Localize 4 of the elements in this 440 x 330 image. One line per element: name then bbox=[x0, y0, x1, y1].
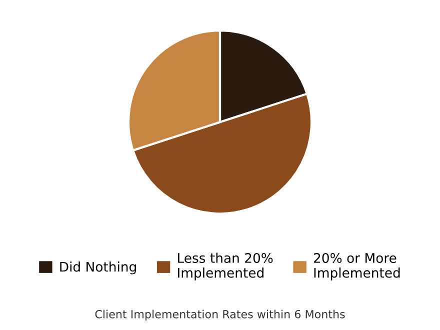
text: Client Implementation Rates within 6 Months bbox=[95, 310, 345, 321]
legend-label: 20% or More Implemented bbox=[314, 253, 400, 280]
legend-label: Did Nothing bbox=[60, 262, 136, 274]
legend-label: Less than 20% Implemented bbox=[178, 252, 273, 280]
